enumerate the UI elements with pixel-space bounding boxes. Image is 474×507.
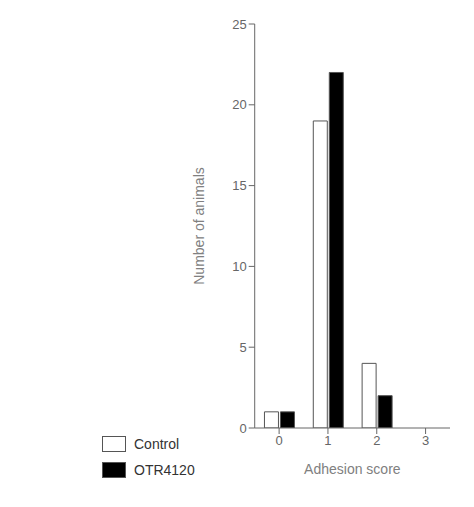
html-text:Control: Control (134, 436, 180, 452)
svg-text:20: 20 (232, 97, 246, 112)
svg-text:2: 2 (373, 433, 380, 448)
svg-text:Number of animals: Number of animals (191, 167, 207, 285)
svg-text:1: 1 (324, 433, 331, 448)
svg-text:0: 0 (275, 433, 282, 448)
svg-text:3: 3 (422, 433, 429, 448)
svg-text:Adhesion score: Adhesion score (304, 461, 401, 477)
svg-text:15: 15 (232, 178, 246, 193)
html-text:OTR4120: OTR4120 (134, 462, 195, 478)
svg-text:10: 10 (232, 259, 246, 274)
svg-text:5: 5 (239, 340, 246, 355)
svg-text:0: 0 (239, 421, 246, 436)
svg-text:25: 25 (232, 17, 246, 32)
